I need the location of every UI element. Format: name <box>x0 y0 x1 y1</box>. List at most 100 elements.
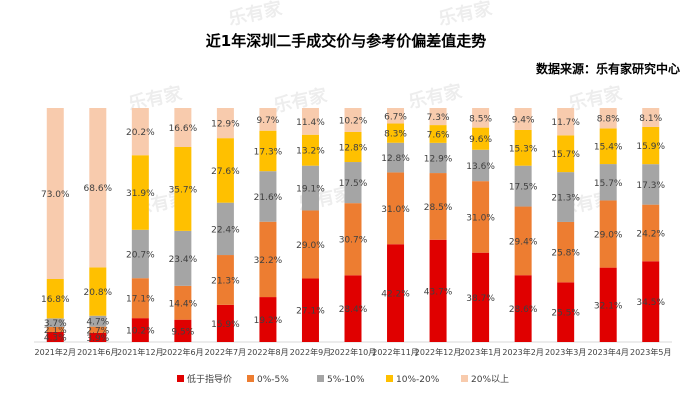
bar-segment <box>599 108 617 129</box>
data-label: 19.2% <box>254 316 283 326</box>
data-label: 28.5% <box>424 203 453 213</box>
data-label: 14.4% <box>169 299 198 309</box>
data-label: 42.2% <box>381 290 410 300</box>
bar-segment <box>514 108 532 130</box>
data-label: 32.2% <box>254 256 283 266</box>
x-tick-label: 2022年7月 <box>205 347 246 357</box>
x-tick-label: 2023年3月 <box>545 347 586 357</box>
bar-segment <box>216 138 234 203</box>
bar-segment <box>344 203 362 276</box>
watermark-logo: 乐有家 <box>271 84 329 117</box>
bar-segment <box>344 131 362 163</box>
data-label: 20.7% <box>126 250 155 260</box>
data-label: 22.4% <box>211 225 240 235</box>
bar-segment <box>174 285 192 320</box>
bar-segment <box>259 171 277 222</box>
bar-segment <box>599 200 617 268</box>
data-label: 28.6% <box>509 305 538 315</box>
bar-segment <box>642 204 660 262</box>
data-label: 9.7% <box>256 116 279 126</box>
data-label: 15.7% <box>551 150 580 160</box>
bar-segment <box>429 239 447 342</box>
bar-segment <box>46 331 64 342</box>
bar-segment <box>89 315 107 327</box>
data-label: 9.5% <box>171 327 194 337</box>
data-label: 10.2% <box>126 327 155 337</box>
legend-label: 20%以上 <box>471 374 509 385</box>
x-tick-label: 2022年8月 <box>247 347 288 357</box>
data-label: 15.3% <box>509 144 538 154</box>
bar-segment <box>387 244 405 342</box>
bar-segment <box>599 128 617 165</box>
bar-segment <box>174 147 192 231</box>
data-label: 24.2% <box>636 229 665 239</box>
x-tick-label: 2022年9月 <box>290 347 331 357</box>
bar-segment <box>131 229 149 279</box>
bar-segment <box>46 108 64 279</box>
bar-segment <box>472 127 490 150</box>
data-label: 3.7% <box>44 319 67 329</box>
bar-segment <box>89 108 107 268</box>
data-source-note: 数据来源：乐有家研究中心 <box>535 62 680 76</box>
data-label: 6.7% <box>384 112 407 122</box>
x-tick-label: 2023年2月 <box>502 347 543 357</box>
bar-segment <box>387 123 405 143</box>
bar-segment <box>557 172 575 222</box>
bar-segment <box>46 327 64 332</box>
bar-segment <box>472 252 490 342</box>
data-label: 16.6% <box>169 124 198 134</box>
bar-segment <box>216 304 234 342</box>
data-label: 35.7% <box>169 185 198 195</box>
data-label: 21.3% <box>211 276 240 286</box>
x-tick-label: 2022年11月 <box>372 347 419 357</box>
data-label: 7.6% <box>427 130 450 140</box>
watermark-logo: 乐有家 <box>406 80 464 113</box>
bar-segment <box>301 278 319 342</box>
chart-title: 近1年深圳二手成交价与参考价偏差值走势 <box>205 32 487 50</box>
x-tick-label: 2021年2月 <box>35 347 76 357</box>
bar-segment <box>301 165 319 211</box>
bar-segment <box>344 275 362 342</box>
data-label: 20.8% <box>84 288 113 298</box>
bar-segment <box>131 278 149 319</box>
data-label: 38.7% <box>466 294 495 304</box>
data-label: 31.0% <box>466 213 495 223</box>
data-label: 25.8% <box>551 249 580 259</box>
bar-segment <box>174 319 192 342</box>
data-label: 12.9% <box>211 120 240 130</box>
legend-swatch <box>317 375 324 382</box>
bar-segment <box>174 108 192 147</box>
data-label: 19.1% <box>296 185 325 195</box>
bar-segment <box>514 275 532 342</box>
x-tick-label: 2022年12月 <box>415 347 462 357</box>
data-label: 8.1% <box>639 114 662 124</box>
data-label: 4.3% <box>44 333 67 343</box>
data-label: 29.0% <box>594 231 623 241</box>
data-label: 8.5% <box>469 114 492 124</box>
data-label: 13.2% <box>296 147 325 157</box>
data-label: 10.2% <box>339 116 368 126</box>
bar-segment <box>642 126 660 165</box>
data-label: 17.5% <box>509 183 538 193</box>
bar-segment <box>642 108 660 127</box>
bar-segment <box>514 129 532 166</box>
data-label: 31.9% <box>126 189 155 199</box>
data-label: 73.0% <box>41 190 70 200</box>
bar-segment <box>259 130 277 172</box>
data-label: 4.7% <box>86 318 109 328</box>
x-tick-label: 2021年6月 <box>77 347 118 357</box>
bar-segment <box>642 261 660 342</box>
data-label: 34.5% <box>636 298 665 308</box>
bar-segment <box>89 267 107 316</box>
data-label: 12.9% <box>424 154 453 164</box>
bar-segment <box>599 267 617 342</box>
bar-segment <box>131 155 149 230</box>
data-label: 11.4% <box>296 118 325 128</box>
bar-segment <box>557 135 575 173</box>
x-tick-label: 2022年6月 <box>162 347 203 357</box>
bar-segment <box>344 108 362 132</box>
data-label: 11.7% <box>551 118 580 128</box>
legend-swatch <box>177 375 184 382</box>
bar-segment <box>216 108 234 139</box>
